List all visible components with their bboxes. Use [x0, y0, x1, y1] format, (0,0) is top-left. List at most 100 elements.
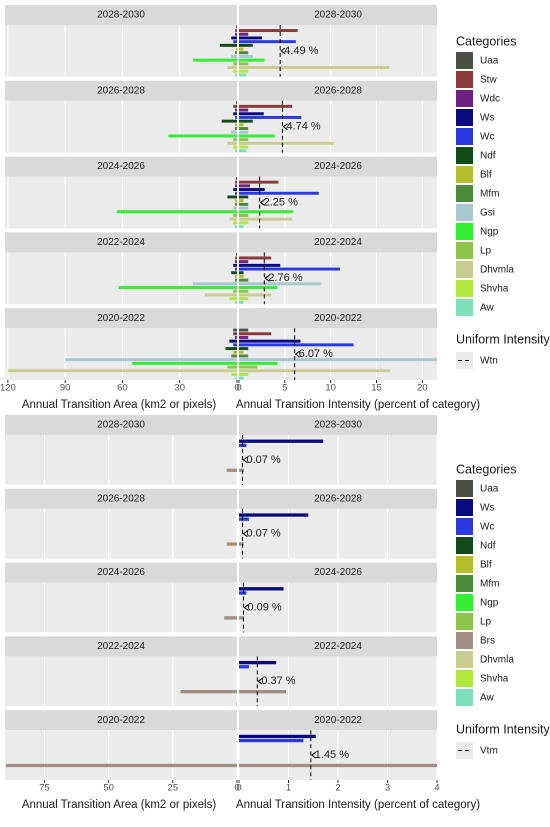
area-bar: [229, 297, 237, 301]
strip-label: 2020-2022: [314, 715, 362, 726]
legend-label: Dhvmla: [480, 655, 514, 666]
legend-label: Shvha: [480, 284, 509, 295]
x-tick-label: 0: [236, 783, 241, 794]
strip-label: 2026-2028: [314, 493, 362, 504]
legend-key: [456, 90, 473, 107]
panel-bg: [5, 100, 237, 153]
facet-strip: [5, 636, 237, 657]
label-arrow: [282, 123, 288, 131]
label-arrow: [259, 199, 265, 206]
intensity-bar: [239, 286, 278, 290]
intensity-bar: [239, 225, 244, 229]
intensity-bar: [239, 328, 249, 332]
area-bar: [236, 47, 237, 51]
x-tick-label: 10: [325, 383, 336, 394]
legend-title: Categories: [456, 462, 516, 476]
legend-label: Mfm: [480, 579, 499, 590]
x-tick-label: 90: [60, 383, 71, 394]
facet-strip: [5, 232, 237, 253]
legend-label: Wc: [480, 522, 494, 533]
legend-label: Shvha: [480, 674, 509, 685]
label-arrow: [264, 274, 270, 282]
legend-key: [456, 280, 473, 297]
area-bar: [235, 29, 237, 33]
intensity-bar: [239, 213, 249, 217]
area-bar: [227, 195, 237, 199]
legend-key: [456, 204, 473, 221]
intensity-bar: [239, 365, 258, 369]
area-bar: [235, 73, 237, 77]
area-bar: [168, 134, 237, 138]
intensity-bar: [239, 180, 279, 184]
legend-key: [456, 632, 473, 649]
intensity-bar: [239, 690, 287, 694]
area-bar: [118, 286, 237, 290]
intensity-bar: [239, 274, 244, 278]
area-bar: [233, 206, 237, 210]
intensity-bar: [239, 763, 437, 768]
label-arrow: [243, 604, 249, 611]
intensity-bar: [239, 191, 319, 195]
area-bar: [231, 271, 237, 275]
intensity-bar: [239, 51, 249, 55]
area-bar: [235, 225, 237, 229]
area-bar: [236, 176, 237, 180]
legend-label: Ws: [480, 503, 494, 514]
area-bar: [235, 184, 237, 188]
intensity-bar: [239, 439, 324, 443]
intensity-bar: [239, 202, 249, 206]
area-bar: [235, 199, 237, 203]
legend-label: Ws: [480, 113, 494, 124]
area-bar: [233, 138, 237, 142]
legend-key: [456, 185, 473, 202]
strip-label: 2028-2030: [97, 10, 145, 21]
intensity-bar: [239, 591, 247, 595]
legend-key: [456, 166, 473, 183]
intensity-bar: [239, 271, 244, 275]
x-tick-label: 20: [417, 383, 428, 394]
area-bar: [235, 180, 237, 184]
legend-key: [456, 670, 473, 687]
uniform-label: 0.07 %: [246, 454, 280, 466]
uniform-label: 2.76 %: [268, 272, 302, 284]
x-tick-label: 2: [335, 783, 340, 794]
intensity-bar: [239, 734, 316, 739]
intensity-bar: [239, 141, 335, 145]
area-bar: [233, 350, 237, 354]
legend-label: Ndf: [480, 151, 496, 162]
legend-label: Wtn: [480, 356, 498, 367]
legend-label: Aw: [480, 693, 494, 704]
legend-key: [456, 556, 473, 573]
legend-key: [456, 742, 473, 759]
strip-label: 2028-2030: [314, 10, 362, 21]
uniform-label: 0.07 %: [246, 528, 280, 540]
area-bar: [221, 119, 237, 123]
area-bar: [231, 372, 237, 376]
facet-strip: [239, 80, 437, 101]
intensity-bar: [239, 300, 244, 304]
facet-strip: [239, 5, 437, 25]
legend-title: Categories: [456, 34, 516, 48]
area-bar: [235, 51, 237, 55]
facet-strip: [5, 488, 237, 509]
uniform-label: 4.49 %: [284, 45, 318, 57]
intensity-bar: [239, 36, 262, 40]
x-axis-title: Annual Transition Intensity (percent of …: [236, 799, 480, 811]
area-bar: [193, 58, 237, 62]
intensity-bar: [239, 256, 272, 260]
panel-bg: [5, 328, 237, 380]
facet-strip: [5, 562, 237, 583]
area-bar: [233, 221, 237, 225]
legend-key: [456, 242, 473, 259]
area-bar: [233, 69, 237, 73]
panel-bg: [5, 176, 237, 229]
facet-strip: [5, 80, 237, 101]
strip-label: 2022-2024: [314, 641, 362, 652]
x-tick-label: 30: [174, 383, 185, 394]
intensity-bar: [239, 343, 354, 347]
strip-label: 2020-2022: [314, 313, 362, 324]
uniform-label: 0.09 %: [247, 601, 281, 613]
area-bar: [227, 365, 237, 369]
area-bar: [236, 101, 237, 105]
area-bar: [233, 62, 237, 66]
